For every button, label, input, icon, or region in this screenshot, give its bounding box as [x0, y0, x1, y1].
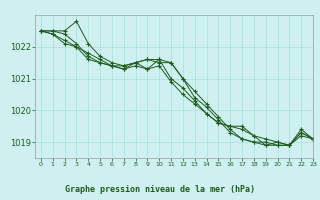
Text: Graphe pression niveau de la mer (hPa): Graphe pression niveau de la mer (hPa) — [65, 185, 255, 194]
